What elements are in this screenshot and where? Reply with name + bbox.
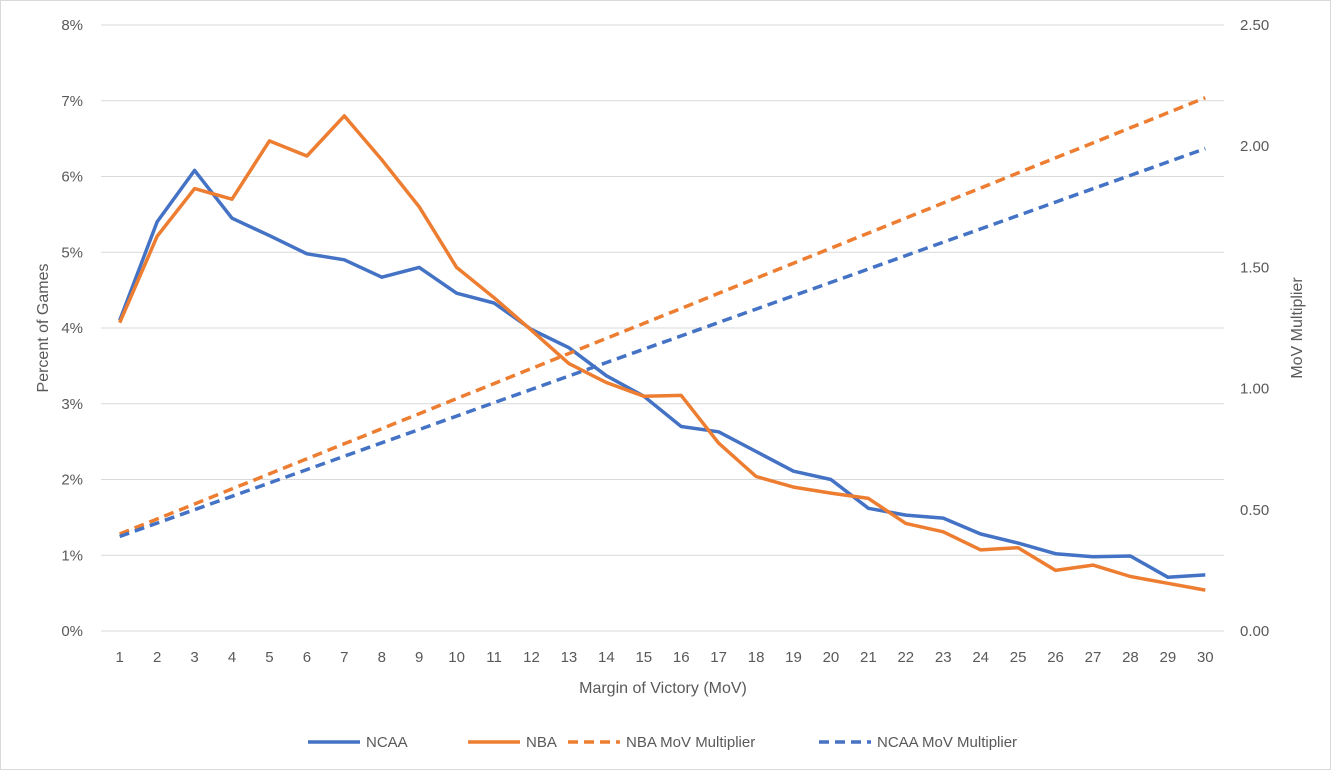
right-tick-label: 2.00 <box>1240 138 1269 155</box>
left-tick-label: 5% <box>61 244 83 261</box>
legend-label: NCAA <box>366 734 408 751</box>
x-tick-label: 15 <box>635 649 652 666</box>
x-tick-label: 10 <box>448 649 465 666</box>
x-tick-label: 28 <box>1122 649 1139 666</box>
x-tick-label: 20 <box>823 649 840 666</box>
series-lines <box>118 96 1206 592</box>
series-line-ncaa-mov-multiplier <box>119 146 1206 539</box>
right-tick-label: 1.50 <box>1240 259 1269 276</box>
gridlines <box>101 24 1224 632</box>
x-tick-label: 26 <box>1047 649 1064 666</box>
x-tick-label: 23 <box>935 649 952 666</box>
left-tick-label: 6% <box>61 169 83 186</box>
right-tick-label: 1.00 <box>1240 381 1269 398</box>
series-line-nba-mov-multiplier <box>119 96 1206 536</box>
x-tick-label: 30 <box>1197 649 1214 666</box>
right-tick-label: 0.00 <box>1240 623 1269 640</box>
left-tick-label: 8% <box>61 17 83 34</box>
legend: NCAA NBA NBA MoV Multiplier NCAA MoV Multip… <box>308 734 1017 751</box>
series-line-ncaa <box>118 168 1206 579</box>
legend-label: NBA <box>526 734 557 751</box>
x-tick-label: 21 <box>860 649 877 666</box>
x-tick-label: 22 <box>897 649 914 666</box>
x-tick-label: 11 <box>486 649 502 666</box>
x-tick-label: 25 <box>1010 649 1027 666</box>
left-tick-label: 2% <box>61 472 83 489</box>
x-tick-label: 8 <box>378 649 386 666</box>
x-tick-label: 2 <box>153 649 161 666</box>
left-tick-label: 1% <box>61 547 83 564</box>
left-axis-title: Percent of Games <box>35 264 52 393</box>
x-tick-label: 9 <box>415 649 423 666</box>
right-axis-ticks: 0.00 0.50 1.00 1.50 2.00 2.50 <box>1240 17 1269 640</box>
x-tick-label: 5 <box>265 649 273 666</box>
x-tick-label: 6 <box>303 649 311 666</box>
left-tick-label: 7% <box>61 93 83 110</box>
x-tick-label: 16 <box>673 649 690 666</box>
left-tick-label: 4% <box>61 320 83 337</box>
right-axis-title: MoV Multiplier <box>1289 277 1306 379</box>
x-tick-label: 24 <box>972 649 989 666</box>
x-tick-label: 7 <box>340 649 348 666</box>
x-tick-label: 14 <box>598 649 615 666</box>
legend-label: NCAA MoV Multiplier <box>877 734 1017 751</box>
x-tick-label: 12 <box>523 649 540 666</box>
x-tick-label: 17 <box>710 649 727 666</box>
series-line-nba <box>118 114 1206 592</box>
x-tick-label: 29 <box>1160 649 1177 666</box>
left-tick-label: 3% <box>61 396 83 413</box>
x-tick-label: 1 <box>116 649 124 666</box>
x-axis-title: Margin of Victory (MoV) <box>579 680 747 697</box>
x-tick-label: 3 <box>190 649 198 666</box>
x-tick-label: 4 <box>228 649 236 666</box>
x-tick-label: 18 <box>748 649 765 666</box>
right-tick-label: 2.50 <box>1240 17 1269 34</box>
legend-label: NBA MoV Multiplier <box>626 734 755 751</box>
right-tick-label: 0.50 <box>1240 502 1269 519</box>
left-axis-ticks: 0% 1% 2% 3% 4% 5% 6% 7% 8% <box>61 17 83 640</box>
x-axis-ticks: 1 2 3 4 5 6 7 8 9 10 11 12 13 14 15 16 17 18 19 20 21 22 23 24 2… <box>116 649 1214 666</box>
x-tick-label: 27 <box>1085 649 1102 666</box>
left-tick-label: 0% <box>61 623 83 640</box>
x-tick-label: 13 <box>561 649 578 666</box>
x-tick-label: 19 <box>785 649 802 666</box>
